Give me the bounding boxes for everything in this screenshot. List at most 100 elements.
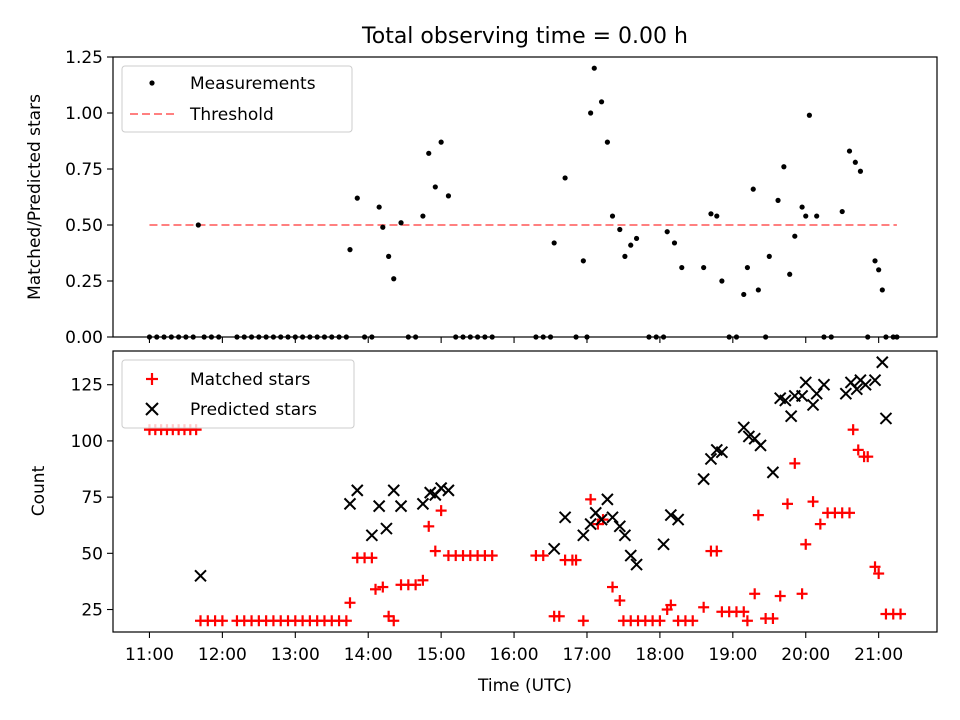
matched-stars-point bbox=[774, 590, 786, 602]
x-tick-label: 17:00 bbox=[562, 645, 611, 665]
matched-stars-point bbox=[796, 588, 808, 600]
matched-stars-point bbox=[895, 608, 907, 620]
measurement-point bbox=[806, 112, 812, 118]
x-tick-label: 16:00 bbox=[490, 645, 539, 665]
matched-stars-point bbox=[789, 457, 801, 469]
predicted-stars-point bbox=[547, 542, 561, 556]
measurement-point bbox=[628, 242, 634, 248]
matched-stars-point bbox=[388, 615, 400, 627]
predicted-stars-point bbox=[343, 497, 357, 511]
ratio-plot-frame bbox=[112, 56, 938, 338]
measurements-legend-label: Measurements bbox=[190, 74, 316, 94]
measurement-point bbox=[775, 197, 781, 203]
count-panel: 25 50 75 100 125 11:00 12:00 13:00 14:00 15:00 16… bbox=[29, 350, 938, 696]
measurements-legend-marker bbox=[149, 80, 155, 86]
measurement-point bbox=[588, 110, 594, 116]
predicted-stars-point bbox=[876, 356, 889, 369]
count-x-axis: 11:00 12:00 13:00 14:00 15:00 16:00 17:00 18:00… bbox=[125, 632, 903, 665]
measurement-point bbox=[799, 204, 805, 210]
matched-stars-point bbox=[800, 538, 812, 550]
count-plot-frame bbox=[112, 350, 938, 633]
matched-stars-point bbox=[807, 496, 819, 508]
matched-stars-point bbox=[782, 498, 794, 510]
x-tick-label: 14:00 bbox=[344, 645, 393, 665]
matched-stars-point bbox=[486, 550, 498, 562]
ratio-y-axis: 0.00 0.25 0.50 0.75 1.00 1.25 bbox=[65, 48, 113, 348]
matched-stars-point bbox=[711, 545, 723, 557]
count-y-tick-label: 75 bbox=[81, 488, 103, 508]
predicted-stars-point bbox=[850, 383, 863, 396]
measurement-point bbox=[803, 213, 809, 219]
ratio-y-tick-label: 1.25 bbox=[65, 48, 103, 68]
matched-stars-point bbox=[423, 520, 435, 532]
ratio-legend-box bbox=[121, 65, 353, 133]
predicted-stars-point bbox=[558, 511, 572, 524]
predicted-stars-point bbox=[624, 549, 637, 562]
predicted-stars-point bbox=[657, 538, 670, 551]
measurement-point bbox=[445, 193, 452, 199]
measurement-point bbox=[664, 229, 670, 235]
predicted-stars-point bbox=[618, 529, 632, 542]
measurement-point bbox=[376, 204, 382, 210]
measurement-point bbox=[719, 278, 725, 284]
matched-stars-point bbox=[698, 601, 710, 613]
x-tick-label: 20:00 bbox=[781, 645, 830, 665]
measurement-point bbox=[750, 186, 756, 192]
predicted-stars-point bbox=[664, 508, 678, 522]
matched-stars-point bbox=[607, 581, 619, 593]
measurement-point bbox=[386, 253, 392, 259]
predicted-stars-point bbox=[613, 520, 627, 533]
predicted-stars-point bbox=[442, 484, 455, 497]
ratio-plot-area bbox=[146, 65, 900, 340]
measurement-point bbox=[792, 233, 798, 239]
count-y-tick-label: 100 bbox=[71, 432, 103, 452]
predicted-stars-point bbox=[595, 513, 608, 526]
measurement-point bbox=[591, 65, 597, 71]
count-y-tick-label: 25 bbox=[81, 601, 103, 621]
matched-stars-point bbox=[741, 615, 753, 627]
matched-stars-point bbox=[366, 552, 378, 564]
predicted-stars-point bbox=[365, 529, 379, 542]
measurement-point bbox=[708, 211, 714, 217]
matched-stars-point bbox=[852, 444, 864, 456]
measurement-point bbox=[551, 240, 557, 246]
measurement-point bbox=[744, 264, 751, 271]
predicted-stars-point bbox=[704, 452, 718, 466]
matched-stars-point bbox=[749, 588, 761, 600]
measurement-point bbox=[679, 264, 685, 271]
ratio-y-tick-label: 0.75 bbox=[65, 160, 103, 180]
matched-stars-point bbox=[577, 615, 589, 627]
threshold-legend-label: Threshold bbox=[189, 105, 274, 125]
ratio-y-tick-label: 1.00 bbox=[65, 104, 103, 124]
measurement-point bbox=[580, 258, 586, 264]
matched-stars-point bbox=[752, 509, 764, 521]
measurement-point bbox=[857, 168, 864, 174]
predicted-stars-point bbox=[394, 499, 408, 513]
matched-stars-point bbox=[738, 606, 750, 618]
measurement-point bbox=[617, 226, 623, 233]
matched-stars-point bbox=[597, 514, 609, 526]
predicted-stars-legend-label: Predicted stars bbox=[190, 400, 317, 420]
predicted-stars-point bbox=[697, 472, 710, 486]
measurement-point bbox=[714, 213, 720, 219]
predicted-stars-point bbox=[601, 493, 614, 506]
matched-stars-point bbox=[862, 451, 874, 463]
measurement-point bbox=[562, 175, 568, 181]
predicted-stars-point bbox=[795, 389, 809, 403]
chart-title: Total observing time = 0.00 h bbox=[361, 24, 688, 49]
measurement-point bbox=[671, 240, 678, 246]
predicted-stars-point bbox=[868, 374, 882, 387]
predicted-stars-point bbox=[810, 387, 823, 400]
measurement-point bbox=[755, 287, 761, 293]
predicted-stars-point bbox=[799, 376, 812, 389]
measurement-point bbox=[766, 253, 772, 259]
matched-stars-point bbox=[410, 579, 422, 591]
measurement-point bbox=[398, 220, 404, 226]
measurement-point bbox=[195, 222, 201, 228]
predicted-stars-point bbox=[630, 558, 643, 571]
measurement-point bbox=[622, 253, 628, 259]
count-legend-box bbox=[121, 359, 355, 429]
predicted-stars-point bbox=[584, 517, 597, 531]
count-y-tick-label: 50 bbox=[81, 544, 103, 564]
count-y-tick-label: 125 bbox=[71, 376, 103, 396]
